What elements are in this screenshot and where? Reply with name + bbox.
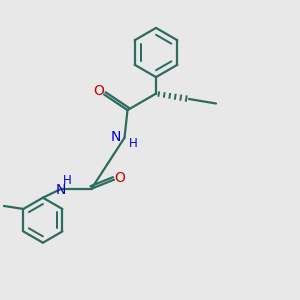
Text: N: N	[56, 183, 66, 197]
Text: N: N	[111, 130, 121, 144]
Text: H: H	[128, 136, 137, 150]
Text: H: H	[62, 174, 71, 187]
Text: O: O	[93, 84, 104, 98]
Text: O: O	[115, 171, 125, 184]
